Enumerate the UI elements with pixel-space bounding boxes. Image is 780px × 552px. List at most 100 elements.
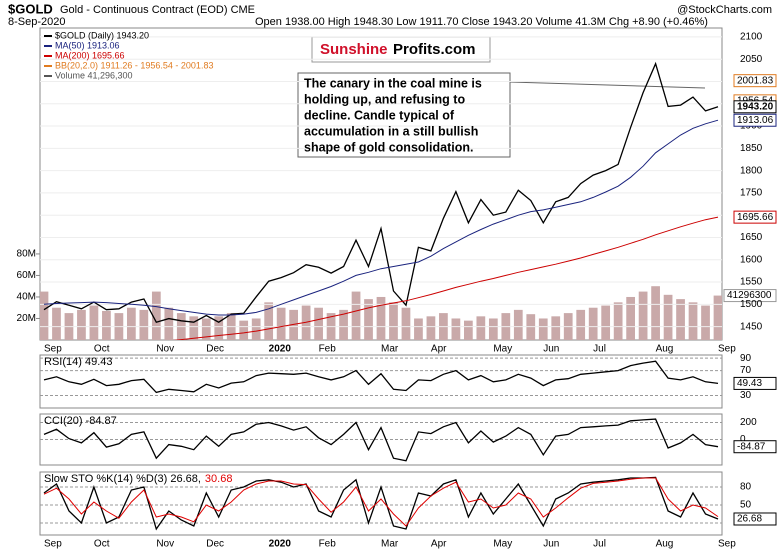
logo-sunshine: Sunshine: [320, 41, 388, 58]
y-tick-label: 2100: [740, 32, 763, 43]
annotation-line: holding up, and refusing to: [304, 92, 465, 106]
x-tick-label: Apr: [431, 539, 447, 550]
volume-bar: [713, 295, 722, 340]
value-marker: 2001.83: [737, 75, 774, 86]
series-line: [43, 418, 719, 462]
legend-entry: MA(50) 1913.06: [55, 40, 120, 50]
annotation-arrow: [509, 81, 706, 89]
y-tick-label: 30: [740, 390, 752, 401]
x-tick-label: Nov: [156, 539, 174, 550]
y-tick-label: 1800: [740, 165, 763, 176]
x-tick-label: Sep: [718, 344, 736, 355]
volume-tick-label: 20M: [17, 313, 36, 324]
legend-entry: MA(200) 1695.66: [55, 50, 125, 60]
volume-bar: [601, 305, 611, 340]
x-tick-label: May: [493, 539, 512, 550]
x-tick-label: 2020: [269, 539, 292, 550]
volume-bar: [264, 302, 274, 340]
x-tick-label: Nov: [156, 344, 174, 355]
volume-tick-label: 80M: [17, 249, 36, 260]
x-tick-label: Jul: [593, 344, 606, 355]
y-tick-label: 1750: [740, 188, 763, 199]
x-tick-label: Apr: [431, 344, 447, 355]
instrument-name: Gold - Continuous Contract (EOD) CME: [60, 4, 255, 16]
x-tick-label: Oct: [94, 344, 110, 355]
x-tick-label: Jun: [543, 539, 559, 550]
volume-bar: [376, 296, 386, 340]
volume-bar: [189, 316, 199, 340]
y-tick-label: 1550: [740, 277, 763, 288]
volume-bar: [588, 307, 598, 340]
volume-marker: 41296300: [727, 290, 772, 301]
volume-bar: [476, 316, 486, 340]
value-marker: 1695.66: [737, 212, 774, 223]
volume-bar: [426, 316, 436, 340]
volume-bar: [638, 291, 648, 340]
volume-bar: [164, 307, 174, 340]
x-tick-label: Mar: [381, 344, 399, 355]
volume-bar: [663, 294, 673, 340]
volume-tick-label: 40M: [17, 292, 36, 303]
volume-bar: [77, 309, 86, 340]
volume-bar: [239, 320, 249, 340]
series-line: [43, 360, 719, 394]
y-tick-label: 1600: [740, 254, 763, 265]
volume-bar: [289, 309, 298, 340]
volume-bar: [576, 309, 586, 340]
value-marker-box: [733, 376, 777, 390]
volume-bar: [339, 309, 348, 340]
value-marker-box: [733, 113, 777, 127]
volume-bar: [314, 307, 323, 340]
sto-frame: [39, 471, 723, 536]
y-tick-label: 1500: [740, 299, 763, 310]
volume-bar: [513, 309, 523, 340]
volume-bar: [488, 318, 498, 340]
y-tick-label: 80: [740, 482, 752, 493]
quote: Open 1938.00 High 1948.30 Low 1911.70 Cl…: [255, 16, 708, 28]
volume-bar: [464, 320, 473, 340]
x-tick-label: Feb: [319, 539, 337, 550]
credit: @StockCharts.com: [677, 4, 772, 16]
y-tick-label: 50: [740, 500, 752, 511]
series-line: [43, 119, 719, 316]
y-tick-label: 2050: [740, 54, 763, 65]
legend-entry: Volume 41,296,300: [55, 70, 133, 80]
annotation-box: [297, 72, 511, 158]
volume-bar: [40, 291, 49, 340]
x-tick-label: Aug: [656, 344, 674, 355]
logo-profits: Profits.com: [393, 41, 476, 58]
volume-bar: [89, 305, 99, 340]
volume-bar: [451, 318, 461, 340]
y-tick-label: 70: [740, 365, 752, 376]
series-line: [43, 476, 719, 531]
volume-tick-label: 60M: [17, 270, 36, 281]
x-tick-label: Dec: [206, 344, 224, 355]
series-line: [43, 477, 719, 527]
value-marker-box: [733, 100, 777, 114]
volume-bar: [538, 318, 548, 340]
x-tick-label: Oct: [94, 539, 110, 550]
volume-bar: [701, 305, 710, 340]
volume-bar: [351, 291, 361, 340]
x-tick-label: Sep: [44, 344, 62, 355]
x-tick-label: Dec: [206, 539, 224, 550]
symbol: $GOLD: [8, 1, 53, 16]
x-tick-label: 2020: [269, 344, 292, 355]
volume-bar: [102, 310, 111, 340]
x-tick-label: Mar: [381, 539, 399, 550]
volume-bar: [276, 307, 286, 340]
volume-bar: [676, 299, 685, 340]
volume-bar: [127, 307, 136, 340]
series-line: [43, 61, 719, 323]
x-tick-label: May: [493, 344, 512, 355]
y-tick-label: 90: [740, 353, 752, 364]
plot-area: [40, 36, 722, 340]
volume-bar: [626, 296, 635, 340]
series-line: [172, 216, 719, 340]
x-tick-label: Aug: [656, 539, 674, 550]
volume-marker-box: [723, 289, 777, 303]
annotation-line: The canary in the coal mine is: [304, 76, 482, 90]
value-marker-box: [733, 440, 777, 454]
y-tick-label: 1450: [740, 321, 763, 332]
